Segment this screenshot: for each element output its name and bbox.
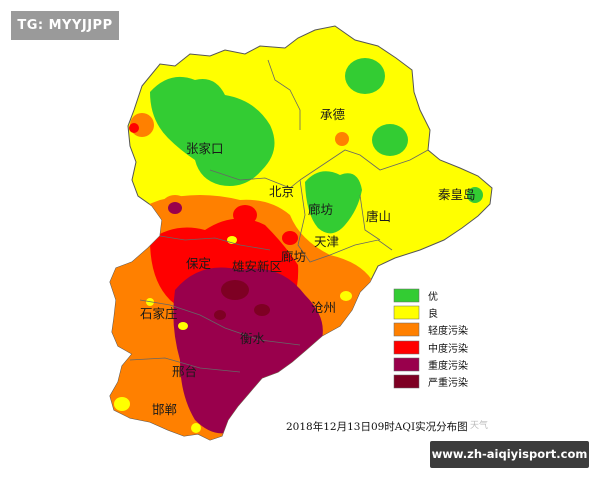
legend-swatch-excellent — [393, 288, 420, 303]
city-label-cangzhou: 沧州 — [311, 300, 336, 315]
city-label-tangshan: 唐山 — [366, 209, 391, 224]
city-label-beijing: 北京 — [269, 184, 294, 199]
city-label-tianjin: 天津 — [314, 234, 339, 249]
city-label-shijiazhuang: 石家庄 — [140, 306, 178, 321]
zone-severe — [214, 280, 270, 320]
city-label-xingtai: 邢台 — [172, 364, 197, 379]
faint-watermark: 天气 — [470, 419, 488, 431]
city-label-baoding: 保定 — [186, 256, 211, 271]
legend-swatch-good — [393, 305, 420, 320]
city-label-qinhuangdao: 秦皇岛 — [438, 187, 476, 202]
zone-heavy — [168, 202, 323, 434]
website-watermark: www.zh-aiqiyisport.com — [430, 441, 589, 468]
map-caption: 2018年12月13日09时AQI实况分布图 — [286, 420, 468, 433]
legend-label-moderate: 中度污染 — [428, 342, 468, 355]
legend-label-heavy: 重度污染 — [428, 359, 468, 372]
legend-swatch-moderate — [393, 340, 420, 355]
city-label-handan: 邯郸 — [152, 402, 177, 417]
zone-good-spots — [114, 236, 352, 433]
legend-label-light: 轻度污染 — [428, 324, 468, 337]
legend-label-excellent: 优 — [428, 290, 438, 303]
city-label-xiongan: 雄安新区 — [232, 259, 282, 274]
district-boundaries — [129, 59, 429, 373]
city-label-langfang-south: 廊坊 — [281, 249, 306, 264]
city-label-hengshui: 衡水 — [240, 331, 266, 346]
legend-swatch-severe — [393, 374, 420, 389]
legend-swatch-heavy — [393, 357, 420, 372]
watermark-tag: TG: MYYJJPP — [11, 11, 119, 40]
city-label-chengde: 承德 — [320, 107, 346, 122]
zone-excellent — [150, 58, 483, 243]
legend-swatch-light — [393, 322, 420, 337]
city-label-zhangjiakou: 张家口 — [186, 141, 224, 156]
legend-label-severe: 严重污染 — [428, 376, 468, 389]
legend-label-good: 良 — [428, 307, 438, 320]
legend: 优 良 轻度污染 中度污染 重度污染 严重污染 — [393, 288, 468, 389]
city-label-langfang-north: 廊坊 — [308, 202, 333, 217]
